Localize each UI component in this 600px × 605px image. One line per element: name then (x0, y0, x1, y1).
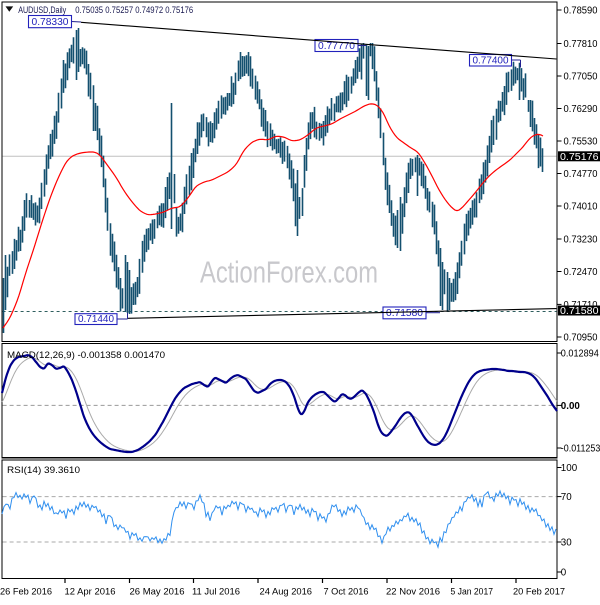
svg-text:20 Feb 2017: 20 Feb 2017 (513, 587, 565, 597)
svg-text:0.75176: 0.75176 (560, 152, 599, 163)
svg-text:AUDUSD,Daily: AUDUSD,Daily (18, 5, 66, 16)
svg-text:0.78590: 0.78590 (564, 6, 599, 17)
svg-text:0.00: 0.00 (561, 401, 581, 412)
svg-text:0.71440: 0.71440 (78, 314, 114, 325)
svg-text:26 May 2016: 26 May 2016 (130, 587, 185, 597)
svg-text:24 Aug 2016: 24 Aug 2016 (260, 587, 313, 597)
svg-text:0: 0 (561, 568, 567, 579)
svg-text:26 Feb 2016: 26 Feb 2016 (0, 587, 52, 597)
svg-text:0.012894: 0.012894 (561, 349, 600, 360)
svg-text:22 Nov 2016: 22 Nov 2016 (386, 587, 440, 597)
svg-text:30: 30 (561, 538, 572, 549)
svg-text:7 Oct 2016: 7 Oct 2016 (324, 587, 369, 597)
svg-text:0.71580: 0.71580 (560, 306, 599, 317)
svg-text:0.74770: 0.74770 (564, 169, 599, 180)
svg-text:70: 70 (561, 492, 572, 503)
svg-text:RSI(14) 39.3610: RSI(14) 39.3610 (7, 465, 80, 476)
svg-text:0.73230: 0.73230 (564, 235, 599, 246)
svg-text:100: 100 (561, 463, 578, 474)
svg-text:0.70950: 0.70950 (564, 333, 599, 344)
svg-text:ActionForex.com: ActionForex.com (200, 256, 378, 290)
svg-text:5 Jan 2017: 5 Jan 2017 (451, 587, 494, 597)
svg-text:12 Apr 2016: 12 Apr 2016 (65, 587, 116, 597)
svg-text:-0.011253: -0.011253 (561, 444, 600, 455)
svg-text:0.77050: 0.77050 (564, 72, 599, 83)
svg-text:0.77810: 0.77810 (564, 39, 599, 50)
svg-text:11 Jul 2016: 11 Jul 2016 (192, 587, 240, 597)
svg-text:0.71580: 0.71580 (386, 308, 423, 319)
svg-text:0.78330: 0.78330 (32, 17, 69, 28)
svg-text:0.77770: 0.77770 (318, 41, 355, 52)
svg-text:MACD(12,26,9) -0.001358 0.0014: MACD(12,26,9) -0.001358 0.001470 (7, 350, 165, 361)
svg-text:0.74010: 0.74010 (564, 202, 599, 213)
svg-text:0.76290: 0.76290 (564, 104, 599, 115)
svg-text:0.75530: 0.75530 (564, 137, 599, 148)
svg-text:0.77400: 0.77400 (473, 55, 509, 66)
svg-text:0.75035 0.75257 0.74972 0.7517: 0.75035 0.75257 0.74972 0.75176 (75, 5, 193, 16)
svg-text:0.72470: 0.72470 (564, 267, 599, 278)
